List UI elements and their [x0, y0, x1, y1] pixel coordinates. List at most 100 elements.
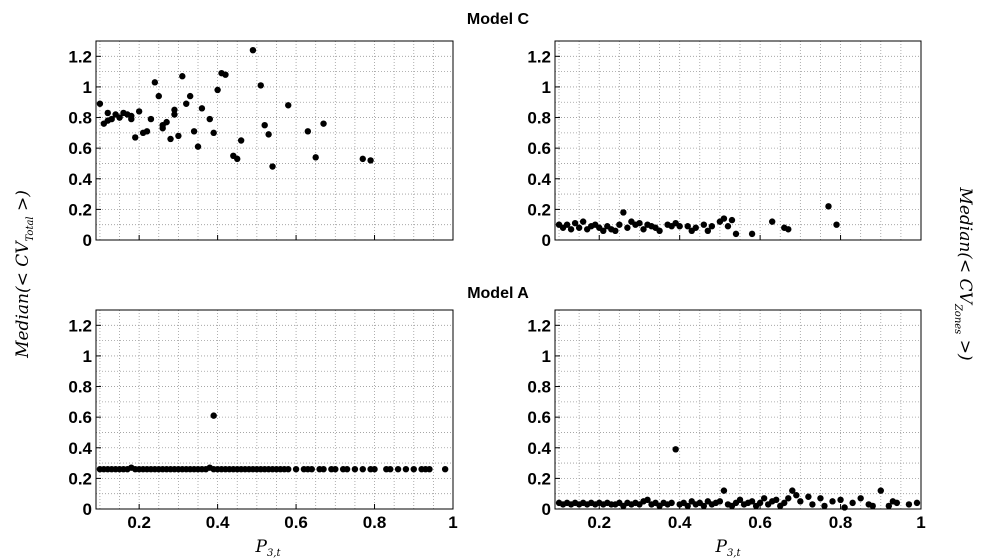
- data-point: [668, 499, 675, 507]
- data-point: [194, 143, 202, 150]
- data-point: [96, 100, 104, 107]
- data-point: [656, 227, 663, 235]
- data-point: [183, 100, 190, 107]
- data-point: [760, 495, 768, 502]
- data-point: [402, 466, 410, 473]
- y-tick-label: 1.2: [527, 316, 551, 335]
- x-tick-label: 1: [916, 513, 925, 532]
- data-point: [116, 114, 123, 121]
- data-point: [624, 224, 631, 231]
- data-point: [359, 155, 366, 163]
- panel-top-right: 0 0.2 0.4 0.6 0.8 1 1.2: [527, 40, 922, 250]
- data-point: [312, 154, 319, 161]
- right-ylabel-sub: Zones: [952, 303, 963, 334]
- left-y-axis-label: Median(< CVTotal >): [13, 190, 36, 359]
- data-point: [716, 498, 724, 505]
- data-point: [320, 466, 327, 473]
- y-tick-label: 0.8: [68, 109, 92, 128]
- data-point: [877, 487, 884, 494]
- x-tick-label: 0.6: [284, 513, 308, 532]
- y-tick-label: 0.2: [527, 200, 551, 219]
- data-point: [222, 71, 229, 78]
- y-tick-label: 1.2: [68, 316, 92, 335]
- data-point: [785, 226, 792, 233]
- data-point: [308, 466, 315, 473]
- y-tick-label: 0.6: [527, 139, 551, 158]
- data-point: [167, 135, 174, 143]
- left-ylabel-text: Median(< CV: [13, 240, 33, 359]
- data-point: [571, 219, 579, 227]
- x-tick-label: 0.4: [206, 513, 230, 532]
- data-point: [143, 128, 151, 135]
- data-point: [343, 466, 351, 473]
- x-tick-label: 0.8: [363, 513, 387, 532]
- data-point: [132, 134, 139, 141]
- data-point: [371, 466, 378, 473]
- data-point: [700, 221, 708, 228]
- data-point: [104, 109, 111, 117]
- plot-frame: [95, 40, 454, 241]
- xlabel-right: P3,t: [714, 537, 741, 559]
- data-point: [841, 504, 848, 511]
- left-ylabel-sub: Total: [25, 216, 36, 241]
- panel-bottom-right: 0 0.2 0.4 0.6 0.8 1 1.2 0.2 0.4 0.6 0.8 1: [527, 309, 926, 532]
- data-point: [426, 466, 433, 473]
- y-tick-label: 0.6: [527, 408, 551, 427]
- data-point: [724, 223, 732, 230]
- data-point: [616, 221, 623, 228]
- data-point: [684, 223, 691, 230]
- data-point: [367, 157, 374, 164]
- data-point: [387, 466, 394, 473]
- data-point: [748, 498, 756, 505]
- data-point: [600, 227, 607, 235]
- data-point: [885, 502, 893, 510]
- data-point: [175, 132, 182, 140]
- data-point: [676, 223, 683, 230]
- data-point: [579, 218, 587, 225]
- data-point: [905, 501, 913, 508]
- data-point: [332, 466, 339, 473]
- right-y-axis-label: Median(< CVZones >): [952, 186, 975, 360]
- y-tick-label: 0.8: [527, 109, 551, 128]
- data-point: [748, 230, 756, 238]
- left-ylabel-close: >): [13, 190, 33, 216]
- data-point: [756, 499, 764, 507]
- data-point: [913, 499, 921, 507]
- x-tick-label: 0.4: [668, 513, 692, 532]
- data-point: [728, 216, 736, 224]
- data-point: [700, 502, 708, 510]
- y-tick-label: 0: [83, 231, 92, 250]
- data-point: [234, 155, 241, 163]
- data-point: [720, 487, 728, 494]
- title-model-c: Model C: [467, 11, 530, 28]
- data-point: [636, 219, 643, 227]
- y-tick-label: 0.4: [68, 439, 92, 458]
- data-point: [269, 163, 276, 170]
- right-ylabel-text: Median(< CV: [955, 186, 975, 305]
- data-point: [135, 108, 143, 115]
- data-point: [692, 224, 699, 231]
- data-point: [249, 46, 257, 54]
- x-tick-label: 0.6: [748, 513, 772, 532]
- y-tick-label: 1.2: [527, 47, 551, 66]
- data-point: [684, 502, 691, 510]
- svg-text:Median(< CVTotal >): Median(< CVTotal >): [13, 190, 36, 359]
- data-point: [320, 120, 327, 127]
- data-point: [612, 227, 619, 235]
- data-point: [304, 128, 312, 135]
- y-tick-label: 1: [83, 347, 92, 366]
- data-point: [186, 92, 194, 100]
- data-point: [805, 493, 812, 500]
- xlabel-left: P3,t: [254, 537, 281, 559]
- data-point: [821, 502, 828, 510]
- data-point: [359, 466, 366, 473]
- data-point: [620, 209, 627, 216]
- data-point: [394, 466, 402, 473]
- data-point: [257, 82, 264, 89]
- data-point: [265, 131, 272, 138]
- panels: 0 0.2 0.4 0.6 0.8 1 1.2 0 0.2 0.4 0.6 0.8 1 1.2 0 0.2 0.…: [68, 40, 926, 532]
- data-point: [410, 466, 417, 473]
- data-point: [128, 112, 135, 120]
- data-point: [285, 102, 292, 109]
